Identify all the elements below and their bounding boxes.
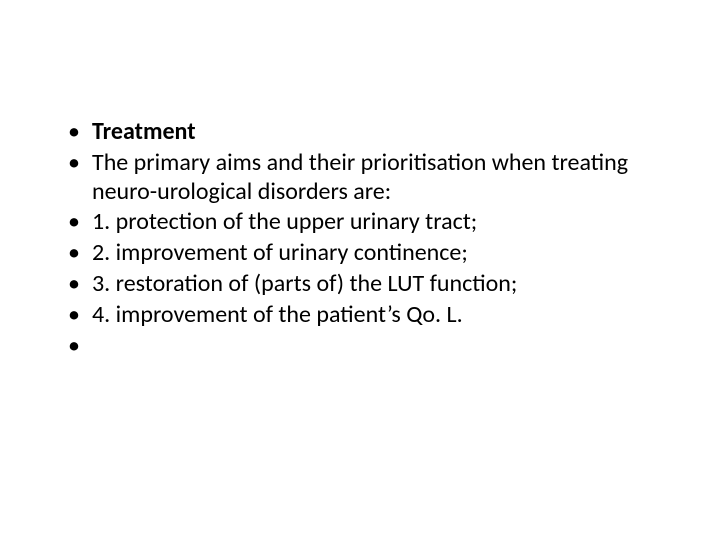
bullet-text: 4. improvement of the patient’s Qo. L. [92,300,463,329]
bullet-text: 2. improvement of urinary continence; [92,238,468,267]
bullet-text: 3. restoration of (parts of) the LUT fun… [92,269,517,298]
list-item: 4. improvement of the patient’s Qo. L. [56,301,660,330]
bullet-text: Treatment [92,117,196,146]
bullet-text: 1. protection of the upper urinary tract… [92,207,477,236]
list-item: 2. improvement of urinary continence; [56,239,660,268]
list-item: 3. restoration of (parts of) the LUT fun… [56,270,660,299]
bullet-text: The primary aims and their prioritisatio… [92,148,628,206]
slide-body: Treatment The primary aims and their pri… [0,0,720,540]
list-item: Treatment [56,118,660,147]
list-item: 1. protection of the upper urinary tract… [56,208,660,237]
bullet-list: Treatment The primary aims and their pri… [56,118,660,330]
list-item: The primary aims and their prioritisatio… [56,149,660,207]
